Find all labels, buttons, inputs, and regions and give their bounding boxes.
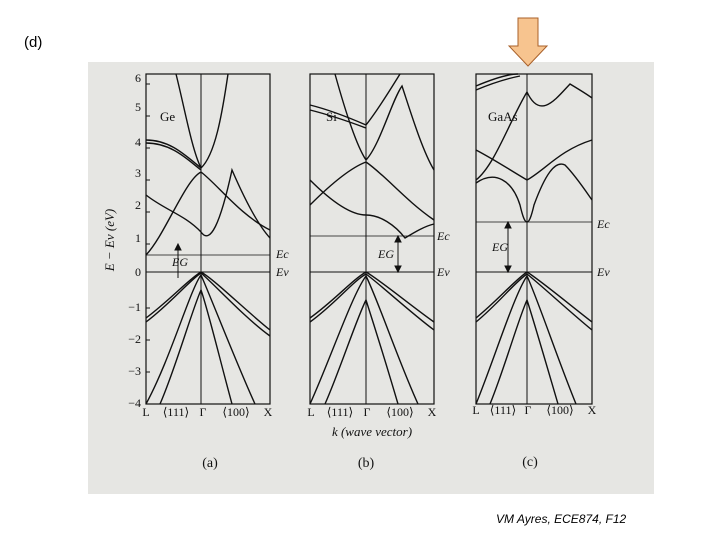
gaas-cond-band-4 — [475, 163, 593, 223]
ge-val-band-2 — [145, 272, 271, 337]
panel-ge — [145, 73, 271, 405]
gaas-ev-label: Ev — [596, 265, 610, 279]
ge-val-band-4 — [159, 288, 233, 405]
svg-text:X: X — [588, 403, 597, 417]
gaas-caption: (c) — [522, 455, 538, 470]
gaas-gap-arrow — [504, 220, 512, 274]
si-ev-label: Ev — [436, 265, 450, 279]
gaas-cond-band-3 — [475, 83, 593, 181]
ge-material-label: Ge — [160, 109, 175, 124]
ge-gap-label: EG — [171, 255, 188, 269]
y-tick-0: 0 — [135, 265, 141, 279]
y-tick-m4: −4 — [128, 396, 141, 410]
panel-si-frame — [309, 73, 435, 405]
svg-text:⟨100⟩: ⟨100⟩ — [386, 405, 413, 419]
y-tick-m2: −2 — [128, 332, 141, 346]
gaas-gap-label: EG — [491, 240, 508, 254]
gaas-val-band-1 — [475, 271, 593, 323]
gaas-cond-band-5 — [475, 139, 593, 181]
svg-text:⟨111⟩: ⟨111⟩ — [490, 403, 516, 417]
ge-gap-arrow — [174, 242, 182, 278]
y-axis-tick-labels: 6 5 4 3 2 1 0 −1 −2 −3 −4 — [128, 71, 141, 410]
svg-text:Γ: Γ — [364, 405, 371, 419]
si-cond-band-5 — [309, 179, 435, 239]
gaas-material-label: GaAs — [488, 109, 518, 124]
slide-label: (d) — [24, 34, 43, 51]
svg-text:⟨111⟩: ⟨111⟩ — [327, 405, 353, 419]
panel-si — [309, 73, 435, 405]
si-caption: (b) — [358, 456, 375, 471]
si-val-band-2 — [309, 273, 435, 331]
y-tick-m1: −1 — [128, 300, 141, 314]
y-tick-4: 4 — [135, 135, 141, 149]
svg-text:Γ: Γ — [200, 405, 207, 419]
si-gap-label: EG — [377, 247, 394, 261]
svg-text:⟨100⟩: ⟨100⟩ — [222, 405, 249, 419]
gaas-cond-band-1 — [475, 73, 519, 87]
svg-text:⟨100⟩: ⟨100⟩ — [546, 403, 573, 417]
ge-k-labels: L ⟨111⟩ Γ ⟨100⟩ X — [142, 405, 272, 419]
gaas-val-band-2 — [475, 273, 593, 331]
panel-ge-ticks — [146, 83, 150, 373]
y-tick-2: 2 — [135, 198, 141, 212]
ge-ev-label: Ev — [275, 265, 289, 279]
highlight-arrow-icon — [507, 17, 549, 67]
svg-text:⟨111⟩: ⟨111⟩ — [163, 405, 189, 419]
y-tick-1: 1 — [135, 231, 141, 245]
svg-text:L: L — [472, 403, 479, 417]
si-material-label: Si — [326, 109, 337, 124]
si-k-labels: L ⟨111⟩ Γ ⟨100⟩ X — [307, 405, 436, 419]
gaas-cond-band-2 — [475, 75, 521, 91]
panel-gaas — [475, 73, 593, 405]
y-tick-m3: −3 — [128, 364, 141, 378]
y-tick-5: 5 — [135, 100, 141, 114]
si-gap-arrow — [394, 234, 402, 274]
ge-cond-band-4 — [145, 171, 271, 256]
footer-credit: VM Ayres, ECE874, F12 — [496, 512, 627, 526]
ge-val-band-1 — [145, 271, 271, 331]
y-tick-6: 6 — [135, 71, 141, 85]
panel-gaas-frame — [475, 73, 593, 405]
x-axis-label: k (wave vector) — [332, 424, 412, 439]
y-tick-3: 3 — [135, 166, 141, 180]
si-val-band-4 — [324, 298, 399, 405]
ge-cond-band-2 — [145, 142, 202, 171]
gaas-val-band-3 — [475, 274, 577, 405]
svg-text:X: X — [428, 405, 437, 419]
svg-text:Γ: Γ — [525, 403, 532, 417]
gaas-ec-label: Ec — [596, 217, 610, 231]
si-cond-band-1 — [309, 73, 401, 126]
si-val-band-1 — [309, 271, 435, 323]
si-cond-band-3 — [334, 73, 435, 171]
ge-val-band-3 — [145, 273, 256, 405]
svg-text:X: X — [264, 405, 273, 419]
panel-ge-frame — [145, 73, 271, 405]
si-cond-band-4 — [309, 161, 435, 221]
si-cond-band-2 — [309, 109, 367, 129]
si-ec-label: Ec — [436, 229, 450, 243]
gaas-val-band-4 — [489, 298, 559, 405]
svg-text:L: L — [307, 405, 314, 419]
gaas-k-labels: L ⟨111⟩ Γ ⟨100⟩ X — [472, 403, 596, 417]
svg-text:L: L — [142, 405, 149, 419]
ge-caption: (a) — [202, 456, 218, 471]
y-axis-label: E − Ev (eV) — [102, 209, 117, 273]
ge-cond-band-3 — [175, 73, 202, 169]
ge-cond-band-5 — [145, 167, 271, 239]
ge-ec-label: Ec — [275, 247, 289, 261]
si-val-band-3 — [309, 274, 419, 405]
